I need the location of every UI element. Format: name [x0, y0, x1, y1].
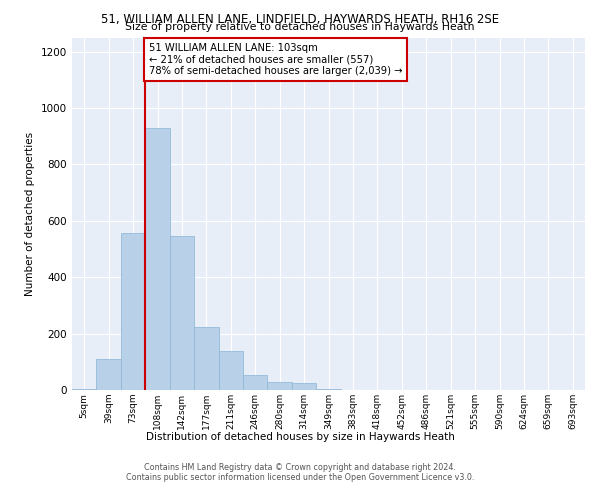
Text: Size of property relative to detached houses in Haywards Heath: Size of property relative to detached ho…	[125, 22, 475, 32]
Text: Contains HM Land Registry data © Crown copyright and database right 2024.: Contains HM Land Registry data © Crown c…	[144, 462, 456, 471]
Bar	[72, 389, 97, 390]
Bar	[97, 359, 121, 390]
Bar	[316, 389, 341, 390]
Bar	[145, 128, 170, 390]
Bar	[194, 326, 218, 390]
Text: Distribution of detached houses by size in Haywards Heath: Distribution of detached houses by size …	[146, 432, 454, 442]
Bar	[292, 383, 316, 390]
Bar	[268, 382, 292, 390]
Text: 51 WILLIAM ALLEN LANE: 103sqm
← 21% of detached houses are smaller (557)
78% of : 51 WILLIAM ALLEN LANE: 103sqm ← 21% of d…	[149, 43, 403, 76]
Bar	[121, 233, 145, 390]
Y-axis label: Number of detached properties: Number of detached properties	[25, 132, 35, 296]
Bar	[170, 236, 194, 390]
Text: 51, WILLIAM ALLEN LANE, LINDFIELD, HAYWARDS HEATH, RH16 2SE: 51, WILLIAM ALLEN LANE, LINDFIELD, HAYWA…	[101, 12, 499, 26]
Bar	[218, 350, 243, 390]
Text: Contains public sector information licensed under the Open Government Licence v3: Contains public sector information licen…	[126, 472, 474, 482]
Bar	[243, 375, 268, 390]
